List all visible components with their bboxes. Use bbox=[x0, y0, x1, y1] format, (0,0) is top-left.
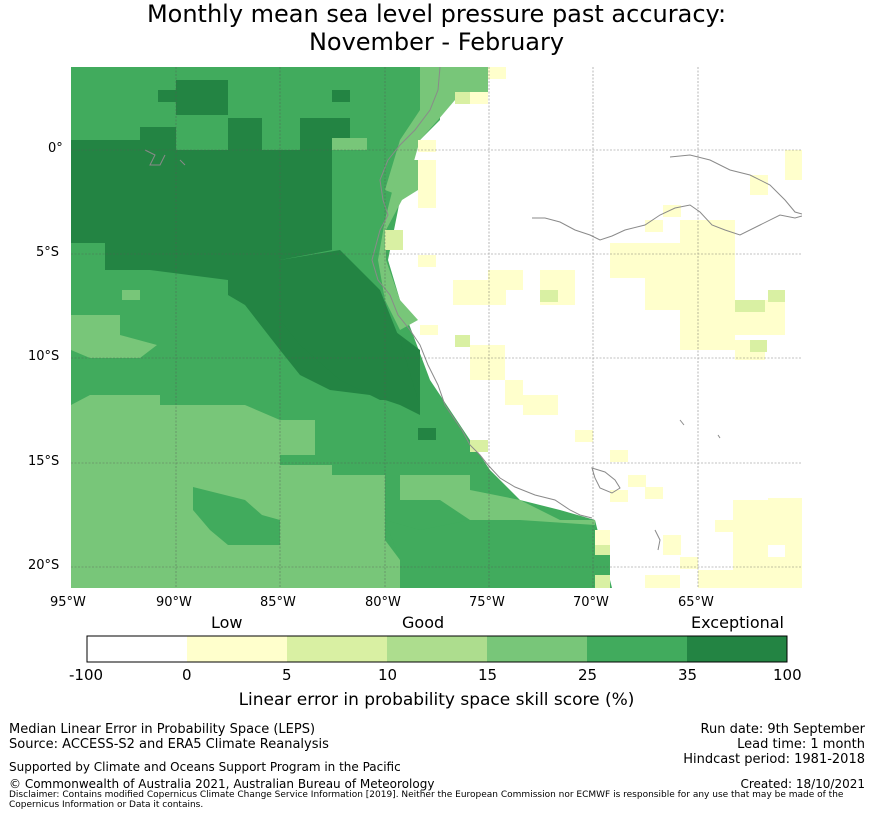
lon-tick-85w: 85°W bbox=[260, 595, 296, 610]
lat-tick-15s: 15°S bbox=[28, 454, 60, 469]
salt-lake-2 bbox=[679, 419, 685, 426]
island-group bbox=[144, 149, 186, 166]
cell-pale-c bbox=[280, 430, 315, 450]
cell-yellow-6 bbox=[455, 92, 470, 104]
colorbar-tick-3: 10 bbox=[378, 666, 398, 684]
lon-tick-90w: 90°W bbox=[156, 595, 192, 610]
metric-text: Median Linear Error in Probability Space… bbox=[9, 722, 316, 737]
lat-tick-20s: 20°S bbox=[28, 558, 60, 573]
coast-south-america bbox=[371, 67, 593, 519]
disclaimer-line-2: Copernicus Information or Data it contai… bbox=[9, 800, 204, 810]
skill-regions bbox=[71, 67, 802, 588]
created-date: Created: 18/10/2021 bbox=[740, 777, 865, 791]
colorbar-bin-6 bbox=[687, 636, 787, 662]
lon-tick-95w: 95°W bbox=[50, 595, 86, 610]
lon-tick-75w: 75°W bbox=[469, 595, 505, 610]
colorbar-bin-5 bbox=[587, 636, 687, 662]
colorbar-bin-0 bbox=[87, 636, 187, 662]
coast-amazon bbox=[532, 204, 802, 241]
cell-yellow-9 bbox=[595, 530, 610, 545]
cell-yellow-11 bbox=[595, 575, 610, 588]
coast-north bbox=[669, 154, 802, 215]
coastlines bbox=[144, 67, 802, 551]
cell-pale-b bbox=[122, 290, 140, 300]
colorbar-bin-2 bbox=[287, 636, 387, 662]
east-lightgreen-cells bbox=[540, 290, 785, 352]
lat-tick-0: 0° bbox=[48, 141, 63, 156]
lat-tick-5s: 5°S bbox=[36, 245, 60, 260]
colorbar-tick-6: 35 bbox=[678, 666, 698, 684]
lon-tick-65w: 65°W bbox=[678, 595, 714, 610]
colorbar-title: Linear error in probability space skill … bbox=[238, 690, 635, 710]
lon-tick-80w: 80°W bbox=[365, 595, 401, 610]
cell-white-hole bbox=[768, 545, 785, 557]
colorbar-bin-4 bbox=[487, 636, 587, 662]
colorbar-bin-1 bbox=[187, 636, 287, 662]
salt-lake-1 bbox=[654, 529, 661, 551]
colorbar-tick-0: -100 bbox=[69, 666, 104, 684]
cell-yellow-7 bbox=[488, 67, 506, 79]
title-line-1: Monthly mean sea level pressure past acc… bbox=[146, 0, 727, 28]
cell-yellow-13 bbox=[455, 335, 470, 347]
lon-tick-70w: 70°W bbox=[573, 595, 609, 610]
region-dark-mid bbox=[280, 250, 418, 400]
colorbar bbox=[86, 635, 788, 663]
cell-yellow-2 bbox=[418, 160, 436, 208]
colorbar-outline bbox=[86, 635, 788, 663]
cell-yellow-12 bbox=[420, 325, 438, 335]
lake-titicaca bbox=[591, 467, 621, 494]
colorbar-tick-5: 25 bbox=[578, 666, 598, 684]
region-light-green-w bbox=[71, 315, 157, 358]
region-green-patch-1 bbox=[193, 487, 280, 545]
cell-yellow-3 bbox=[385, 230, 403, 250]
colorbar-label-low: Low bbox=[211, 613, 243, 632]
cell-yellow-5 bbox=[470, 92, 488, 104]
hindcast-period: Hindcast period: 1981-2018 bbox=[683, 752, 865, 767]
colorbar-bin-3 bbox=[387, 636, 487, 662]
title-line-2: November - February bbox=[308, 28, 565, 56]
region-dark-north bbox=[176, 80, 228, 115]
cell-yellow-1 bbox=[418, 140, 436, 152]
colorbar-label-good: Good bbox=[402, 613, 445, 632]
region-light-green-sw bbox=[71, 395, 400, 588]
east-yellow-cells bbox=[453, 150, 802, 588]
cell-yellow-10 bbox=[595, 545, 610, 555]
colorbar-tick-7: 100 bbox=[773, 666, 802, 684]
copyright-text: © Commonwealth of Australia 2021, Austra… bbox=[9, 777, 435, 791]
lead-time: Lead time: 1 month bbox=[737, 737, 865, 752]
cell-dark-e bbox=[158, 90, 176, 102]
support-text: Supported by Climate and Oceans Support … bbox=[9, 760, 401, 774]
cell-yellow-8 bbox=[470, 440, 488, 452]
cell-yellow-4 bbox=[418, 255, 436, 267]
cell-dark-f bbox=[332, 90, 350, 102]
source-text: Source: ACCESS-S2 and ERA5 Climate Reana… bbox=[9, 737, 329, 752]
colorbar-label-exceptional: Exceptional bbox=[691, 613, 784, 632]
disclaimer-line-1: Disclaimer: Contains modified Copernicus… bbox=[9, 790, 844, 800]
gridlines bbox=[71, 67, 802, 588]
region-green-patch-2 bbox=[385, 520, 610, 588]
colorbar-tick-4: 15 bbox=[478, 666, 498, 684]
salt-lake-3 bbox=[717, 434, 721, 439]
cell-dark-d bbox=[418, 428, 436, 440]
lat-tick-10s: 10°S bbox=[28, 349, 60, 364]
colorbar-tick-1: 0 bbox=[182, 666, 192, 684]
colorbar-tick-2: 5 bbox=[282, 666, 292, 684]
cell-pale-a bbox=[332, 138, 367, 150]
run-date: Run date: 9th September bbox=[700, 722, 865, 737]
region-light-green-coast bbox=[378, 160, 418, 330]
